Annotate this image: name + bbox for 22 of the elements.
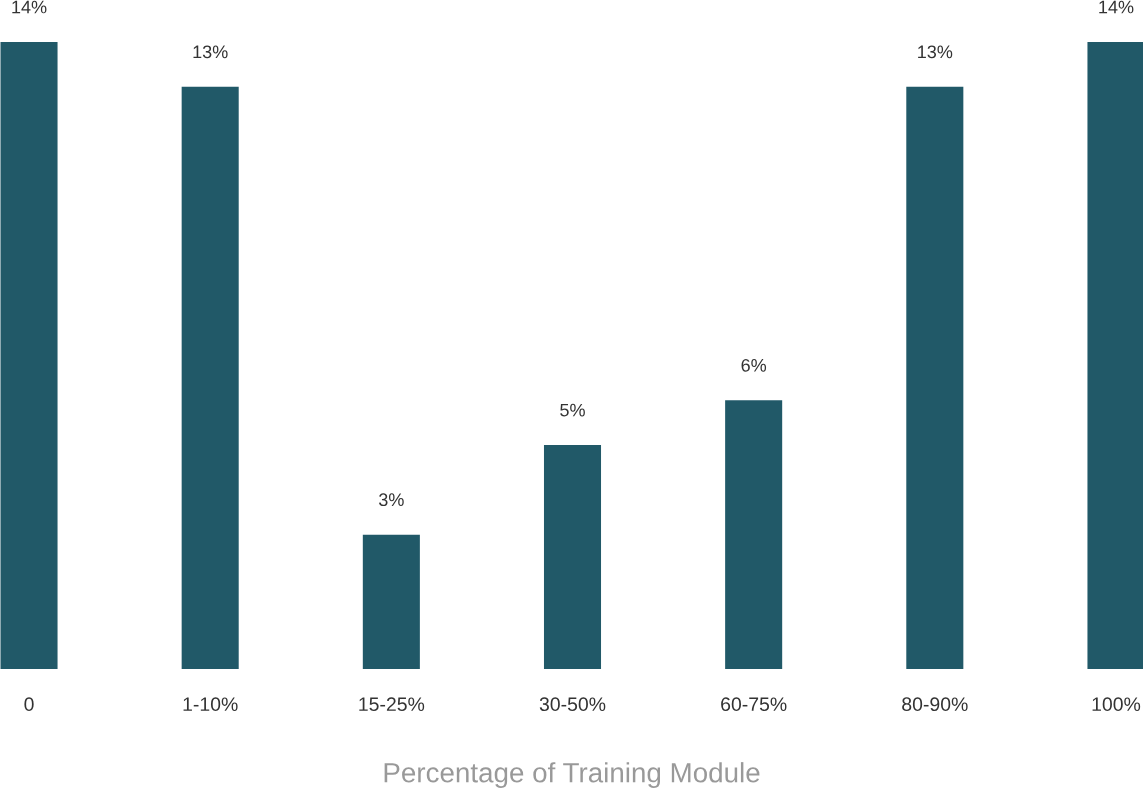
- x-tick-label: 0: [24, 697, 34, 712]
- data-label: 13%: [193, 45, 228, 59]
- x-tick-label: 60-75%: [721, 697, 787, 712]
- x-axis-title: Percentage of Training Module: [384, 762, 760, 789]
- x-tick-label: 100%: [1092, 697, 1141, 712]
- x-tick-label: 80-90%: [902, 697, 968, 712]
- bar: [725, 400, 783, 669]
- bar: [906, 86, 964, 669]
- x-tick-label: 30-50%: [539, 697, 606, 712]
- bar: [181, 86, 239, 669]
- data-label: 13%: [918, 45, 953, 59]
- bar: [362, 534, 420, 669]
- data-label: 3%: [378, 493, 404, 507]
- bar: [0, 42, 58, 669]
- data-label: 5%: [560, 403, 585, 417]
- data-label: 14%: [1099, 0, 1134, 14]
- bar: [1087, 42, 1143, 669]
- data-label: 14%: [12, 0, 47, 14]
- x-tick-label: 15-25%: [359, 697, 425, 712]
- data-label: 6%: [741, 358, 767, 372]
- x-tick-label: 1-10%: [183, 697, 238, 712]
- bar: [543, 445, 602, 669]
